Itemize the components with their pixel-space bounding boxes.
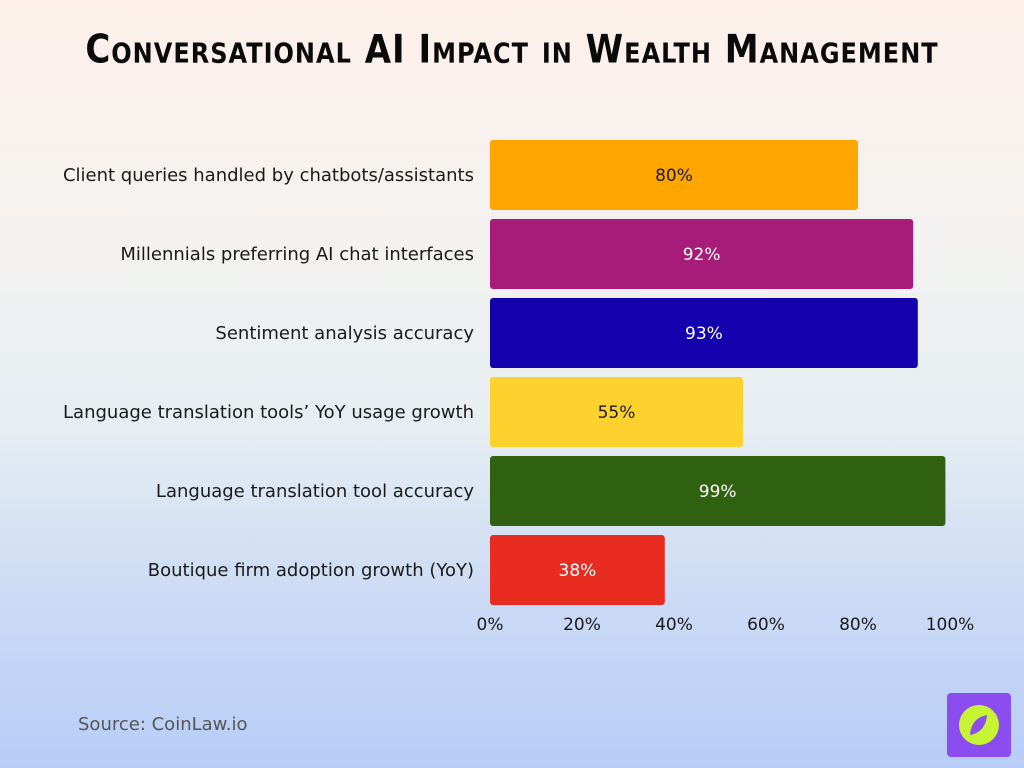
value-labels-group: 80% 92% 93% 55% 99% 38% (559, 166, 737, 581)
category-label-4: Language translation tools’ YoY usage gr… (63, 402, 474, 423)
category-label-5: Language translation tool accuracy (156, 481, 474, 502)
category-label-6: Boutique firm adoption growth (YoY) (148, 560, 474, 581)
bar-2 (490, 219, 914, 289)
bar-6 (490, 535, 665, 605)
x-tick-label-1: 0% (477, 615, 504, 635)
category-label-1: Client queries handled by chatbots/assis… (63, 165, 474, 186)
category-label-3: Sentiment analysis accuracy (215, 323, 474, 344)
source-note: Source: CoinLaw.io (78, 714, 248, 735)
bar-chart: Client queries handled by chatbots/assis… (63, 140, 975, 635)
compass-leaf-icon (959, 705, 999, 745)
bar-5 (490, 456, 946, 526)
bar-1 (490, 140, 858, 210)
x-tick-label-6: 100% (926, 615, 975, 635)
category-labels-group: Client queries handled by chatbots/assis… (63, 165, 474, 581)
x-axis-ticks-group: 0% 20% 40% 60% 80% 100% (477, 615, 975, 635)
x-tick-label-3: 40% (655, 615, 693, 635)
x-tick-label-4: 60% (747, 615, 785, 635)
value-label-4: 55% (598, 403, 636, 423)
bar-4 (490, 377, 743, 447)
bar-3 (490, 298, 918, 368)
value-label-2: 92% (683, 245, 721, 265)
bars-group (490, 140, 946, 605)
value-label-5: 99% (699, 482, 737, 502)
chart-title: Conversational AI Impact in Wealth Manag… (85, 27, 939, 73)
value-label-1: 80% (655, 166, 693, 186)
brand-logo (947, 693, 1011, 757)
x-tick-label-5: 80% (839, 615, 877, 635)
x-tick-label-2: 20% (563, 615, 601, 635)
value-label-3: 93% (685, 324, 723, 344)
category-label-2: Millennials preferring AI chat interface… (120, 244, 474, 265)
value-label-6: 38% (559, 561, 597, 581)
